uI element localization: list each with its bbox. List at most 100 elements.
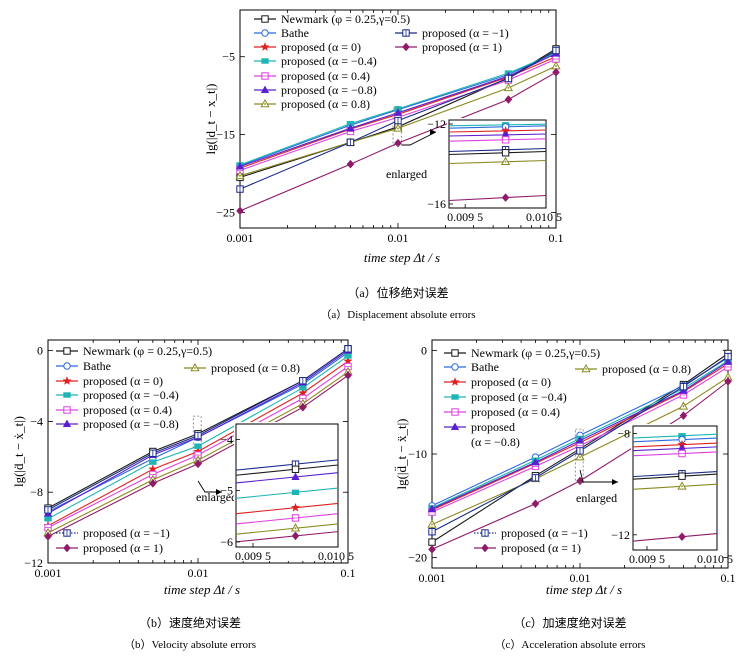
legend-label-4: proposed (α = 0.4) (83, 403, 172, 417)
legend-label-6: proposed (α = 0.8) (211, 361, 300, 375)
data-point-5 (531, 457, 540, 466)
inset-point-6 (500, 156, 511, 166)
legend-marker-7 (402, 29, 410, 37)
inset-x-tick-label: 0.010 5 (318, 549, 354, 563)
inset-x-tick-label: 0.009 5 (447, 210, 483, 224)
data-point-8 (552, 67, 560, 77)
inset-x-tick-label: 0.009 5 (235, 549, 271, 563)
y-axis-label: lg(|ḋ_t − ẋ_t|) (11, 416, 26, 487)
inset-point-6-dot (681, 485, 683, 488)
x-tick-label: 0.1 (549, 231, 564, 245)
legend-marker-1 (261, 29, 269, 37)
legend-marker-1 (63, 362, 71, 370)
data-point-6 (235, 170, 245, 180)
inset-point-8 (501, 193, 510, 202)
data-point-8 (194, 459, 202, 469)
legend-marker-5 (450, 422, 460, 431)
legend-marker-6 (581, 363, 591, 373)
data-point-5 (723, 357, 733, 365)
legend-marker-6-dot (264, 103, 266, 105)
legend-marker-2 (450, 377, 460, 387)
data-point-6 (393, 123, 403, 132)
inset-point-0 (291, 465, 300, 473)
data-point-7 (531, 474, 540, 482)
inset-line-7 (235, 459, 339, 471)
enlarge-arrow-head (430, 129, 436, 135)
legend-label-5: proposed (α = −0.8) (281, 83, 377, 97)
enlarge-arrow-head (612, 479, 618, 485)
legend-label-3: proposed (α = −0.4) (471, 390, 567, 404)
y-tick-label: −12 (24, 556, 43, 570)
inset-point-6-dot (294, 527, 297, 530)
inset-line-5 (235, 472, 339, 484)
legend-marker-8 (63, 543, 71, 553)
data-point-6 (575, 452, 585, 461)
data-point-6-dot (239, 174, 241, 177)
inset-line-8 (448, 194, 547, 202)
enlarge-arrow (402, 131, 437, 146)
legend-marker-4 (63, 406, 71, 414)
data-point-7 (44, 506, 52, 514)
data-point-8 (236, 206, 244, 216)
chart-panel-b: 0.001 0.01 0.1 0 −4 −8 −12 time step Δt / s lg(|… (11, 339, 356, 597)
legend-label-8: proposed (α = 1) (83, 541, 163, 555)
data-point-7 (679, 382, 688, 391)
legend-marker-5 (260, 85, 270, 94)
inset-line-2 (235, 502, 339, 515)
inset-point-3 (291, 489, 300, 496)
inset-point-0 (501, 149, 510, 157)
inset-y-tick-label: −12 (611, 528, 630, 542)
inset-point-4 (291, 514, 300, 522)
inset-y-tick-label: −5 (220, 484, 233, 498)
data-point-3 (299, 385, 307, 391)
inset-point-4 (501, 136, 510, 144)
inset-line-5 (632, 446, 718, 452)
inset-x-tick-label: 0.009 5 (629, 552, 665, 566)
data-point-8 (504, 95, 513, 104)
inset-frame (235, 423, 339, 548)
data-point-6-dot (431, 523, 433, 526)
data-point-7 (576, 447, 584, 455)
legend-label-6: proposed (α = 0.8) (281, 97, 370, 111)
data-point-6-dot (579, 456, 581, 459)
data-point-7 (724, 352, 732, 361)
data-point-5 (235, 161, 245, 170)
inset-line-7 (632, 471, 718, 478)
data-point-8 (679, 411, 688, 421)
data-point-8 (724, 377, 732, 386)
inset-point-0 (678, 472, 686, 480)
inset-y-tick-label: −4 (220, 432, 233, 446)
y-tick-label: −5 (222, 50, 235, 64)
data-point-7 (552, 46, 560, 55)
inset-point-4 (678, 449, 686, 458)
data-point-6-dot (682, 405, 685, 408)
legend-label-5: proposed (471, 420, 515, 434)
x-tick-label: 0.001 (227, 231, 254, 245)
y-tick-label: −4 (30, 414, 43, 428)
data-point-5 (427, 504, 437, 512)
enlarged-label: enlarged (196, 490, 237, 504)
inset-point-6 (677, 481, 687, 490)
inset-line-7 (448, 147, 547, 153)
x-tick-label: 0.01 (188, 566, 209, 580)
legend-label-7: proposed (α = −1) (501, 526, 588, 540)
inset-x-tick-label: 0.010 5 (697, 552, 733, 566)
data-point-7 (428, 528, 436, 536)
data-point-8 (44, 532, 52, 541)
data-point-5 (393, 108, 403, 116)
enlarge-arrow-head (216, 489, 222, 495)
data-point-7 (194, 431, 202, 440)
data-point-3 (44, 516, 52, 522)
legend-label-2: proposed (α = 0) (471, 375, 551, 389)
data-point-7 (346, 138, 355, 147)
data-point-6 (678, 401, 689, 410)
legend-marker-2 (260, 42, 270, 52)
legend-marker-4 (451, 408, 459, 416)
legend-label-4: proposed (α = 0.4) (281, 69, 370, 83)
x-tick-label: 0.1 (341, 566, 356, 580)
caption-c-cn: （c）加速度绝对误差 (513, 615, 626, 630)
inset-line-6 (235, 523, 339, 535)
x-axis-label: time step Δt / s (164, 582, 240, 597)
legend-marker-7 (481, 529, 489, 537)
